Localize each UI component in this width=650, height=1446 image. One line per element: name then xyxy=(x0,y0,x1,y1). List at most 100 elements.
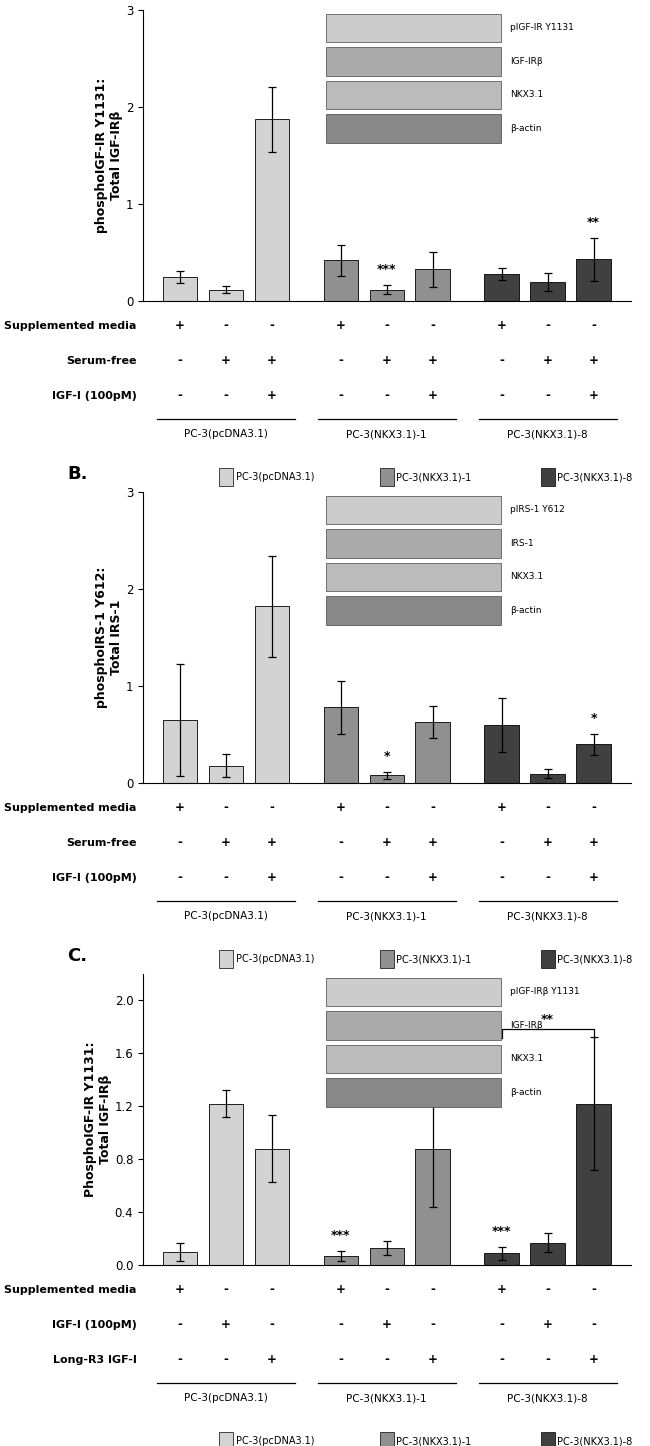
Text: PC-3(NKX3.1)-8: PC-3(NKX3.1)-8 xyxy=(558,954,632,964)
Text: -: - xyxy=(224,1284,228,1297)
Bar xyxy=(209,289,243,301)
Text: -: - xyxy=(499,1319,504,1332)
Text: PC-3(pcDNA3.1): PC-3(pcDNA3.1) xyxy=(235,1436,314,1446)
Text: Serum-free: Serum-free xyxy=(66,839,136,847)
Y-axis label: phosphoIRS-1 Y612:
Total IRS-1: phosphoIRS-1 Y612: Total IRS-1 xyxy=(95,567,123,709)
Text: +: + xyxy=(221,354,231,367)
Bar xyxy=(369,775,404,784)
Text: IRS-1: IRS-1 xyxy=(510,539,534,548)
Text: -: - xyxy=(384,801,389,814)
Text: Supplemented media: Supplemented media xyxy=(4,321,136,331)
Text: PC-3(NKX3.1)-1: PC-3(NKX3.1)-1 xyxy=(346,911,427,921)
Text: +: + xyxy=(428,354,437,367)
Text: +: + xyxy=(221,1319,231,1332)
Text: PC-3(pcDNA3.1): PC-3(pcDNA3.1) xyxy=(235,954,314,964)
Bar xyxy=(326,1011,501,1040)
Bar xyxy=(326,1044,501,1073)
Bar xyxy=(326,48,501,75)
Bar xyxy=(530,282,565,301)
Text: +: + xyxy=(382,1319,392,1332)
Text: *: * xyxy=(590,711,597,724)
Text: PC-3(NKX3.1)-8: PC-3(NKX3.1)-8 xyxy=(558,471,632,482)
Bar xyxy=(484,275,519,301)
Text: -: - xyxy=(338,1353,343,1366)
Text: IGF-I (100pM): IGF-I (100pM) xyxy=(51,1320,136,1330)
Bar xyxy=(577,259,611,301)
Text: +: + xyxy=(267,872,277,885)
Text: PC-3(pcDNA3.1): PC-3(pcDNA3.1) xyxy=(235,471,314,482)
Y-axis label: phosphoIGF-IR Y1131:
Total IGF-IRβ: phosphoIGF-IR Y1131: Total IGF-IRβ xyxy=(95,78,123,233)
Text: -: - xyxy=(499,872,504,885)
Text: PC-3(NKX3.1)-8: PC-3(NKX3.1)-8 xyxy=(558,1436,632,1446)
Bar xyxy=(255,606,289,784)
Text: +: + xyxy=(428,836,437,849)
Text: -: - xyxy=(177,354,182,367)
Text: **: ** xyxy=(541,1014,554,1027)
Text: -: - xyxy=(177,1353,182,1366)
Text: -: - xyxy=(384,1353,389,1366)
Text: *: * xyxy=(384,750,390,763)
Y-axis label: PhosphoIGF-IR Y1131:
Total IGF-IRβ: PhosphoIGF-IR Y1131: Total IGF-IRβ xyxy=(84,1041,112,1197)
Text: PC-3(pcDNA3.1): PC-3(pcDNA3.1) xyxy=(184,1394,268,1404)
Text: +: + xyxy=(267,354,277,367)
Text: PC-3(NKX3.1)-8: PC-3(NKX3.1)-8 xyxy=(508,911,588,921)
Text: -: - xyxy=(269,1319,274,1332)
Text: +: + xyxy=(175,320,185,333)
Text: PC-3(NKX3.1)-8: PC-3(NKX3.1)-8 xyxy=(508,1394,588,1404)
Text: C.: C. xyxy=(68,947,88,964)
Text: NKX3.1: NKX3.1 xyxy=(510,573,543,581)
Text: -: - xyxy=(224,801,228,814)
Text: +: + xyxy=(589,836,599,849)
Bar xyxy=(415,1148,450,1265)
Text: PC-3(NKX3.1)-1: PC-3(NKX3.1)-1 xyxy=(396,471,472,482)
Text: -: - xyxy=(545,1353,550,1366)
Bar xyxy=(577,1103,611,1265)
Text: IGF-I (100pM): IGF-I (100pM) xyxy=(51,390,136,401)
Text: -: - xyxy=(499,389,504,402)
Bar xyxy=(162,278,197,301)
Text: IGF-IRβ: IGF-IRβ xyxy=(510,56,543,67)
Text: -: - xyxy=(499,1353,504,1366)
Bar xyxy=(162,720,197,784)
Bar xyxy=(326,596,501,625)
Bar xyxy=(324,1257,358,1265)
Text: ***: *** xyxy=(331,1229,350,1242)
Text: -: - xyxy=(338,354,343,367)
Bar xyxy=(415,269,450,301)
Bar xyxy=(162,1252,197,1265)
Text: PC-3(pcDNA3.1): PC-3(pcDNA3.1) xyxy=(184,911,268,921)
Text: -: - xyxy=(338,836,343,849)
Text: -: - xyxy=(338,872,343,885)
Bar xyxy=(324,260,358,301)
Text: -: - xyxy=(430,320,436,333)
Text: -: - xyxy=(224,320,228,333)
Text: +: + xyxy=(497,320,506,333)
Bar xyxy=(530,1242,565,1265)
Bar xyxy=(577,745,611,784)
Text: PC-3(NKX3.1)-1: PC-3(NKX3.1)-1 xyxy=(346,1394,427,1404)
Text: -: - xyxy=(430,801,436,814)
Text: +: + xyxy=(497,1284,506,1297)
Text: +: + xyxy=(543,1319,552,1332)
Text: -: - xyxy=(177,1319,182,1332)
Text: -: - xyxy=(545,320,550,333)
Text: +: + xyxy=(336,320,346,333)
Text: +: + xyxy=(336,801,346,814)
Bar xyxy=(484,724,519,784)
Text: B.: B. xyxy=(68,466,88,483)
Bar xyxy=(326,529,501,558)
Text: pIRS-1 Y612: pIRS-1 Y612 xyxy=(510,505,565,515)
Bar xyxy=(530,774,565,784)
Bar xyxy=(415,722,450,784)
Text: pIGF-IR Y1131: pIGF-IR Y1131 xyxy=(510,23,574,32)
Bar xyxy=(209,1103,243,1265)
Text: IGF-I (100pM): IGF-I (100pM) xyxy=(51,873,136,884)
Text: +: + xyxy=(175,1284,185,1297)
Text: +: + xyxy=(175,801,185,814)
Text: -: - xyxy=(545,389,550,402)
Text: PC-3(pcDNA3.1): PC-3(pcDNA3.1) xyxy=(184,429,268,440)
Text: -: - xyxy=(499,836,504,849)
Text: -: - xyxy=(430,1284,436,1297)
Text: +: + xyxy=(589,872,599,885)
Text: +: + xyxy=(221,836,231,849)
